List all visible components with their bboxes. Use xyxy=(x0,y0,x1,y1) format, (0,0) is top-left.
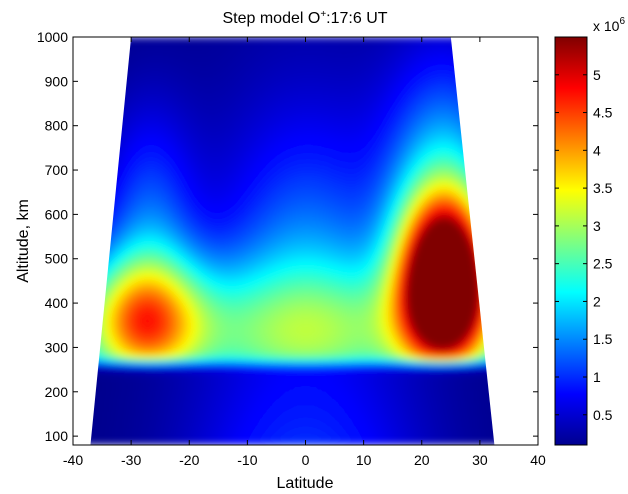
colorbar-tick-label: 0.5 xyxy=(593,407,613,423)
colorbar xyxy=(554,36,588,446)
colorbar-tick-label: 2 xyxy=(593,293,601,309)
x-tick-label: -40 xyxy=(63,452,83,468)
y-tick-label: 700 xyxy=(45,162,69,178)
y-tick-label: 200 xyxy=(45,384,69,400)
colorbar-tick-label: 1 xyxy=(593,369,601,385)
x-tick-label: 0 xyxy=(302,452,310,468)
y-tick-label: 400 xyxy=(45,295,69,311)
y-tick-label: 600 xyxy=(45,206,69,222)
heatmap-surface xyxy=(90,37,495,445)
colorbar-tick-label: 3 xyxy=(593,218,601,234)
x-tick-label: -10 xyxy=(237,452,257,468)
y-tick-label: 800 xyxy=(45,118,69,134)
colorbar-tick-label: 3.5 xyxy=(593,180,613,196)
y-tick-label: 1000 xyxy=(37,29,68,45)
x-tick-label: 30 xyxy=(472,452,488,468)
colorbar-tick-label: 4.5 xyxy=(593,105,613,121)
colorbar-tick-label: 2.5 xyxy=(593,256,613,272)
chart-title: Step model O+:17:6 UT xyxy=(222,9,387,27)
x-tick-label: -20 xyxy=(179,452,199,468)
colorbar-exponent: x 106 xyxy=(593,16,625,34)
colorbar-tick-label: 5 xyxy=(593,67,601,83)
x-tick-label: 10 xyxy=(356,452,372,468)
x-tick-label: 20 xyxy=(414,452,430,468)
y-tick-label: 100 xyxy=(45,428,69,444)
y-tick-label: 900 xyxy=(45,73,69,89)
colorbar-tick-label: 4 xyxy=(593,142,601,158)
x-tick-label: -30 xyxy=(121,452,141,468)
colorbar-ticks: 0.5 1 1.5 2 2.5 3 3.5 4 4.5 5 xyxy=(555,67,613,423)
y-axis: 100 200 300 400 500 600 700 800 900 1000 xyxy=(37,29,538,444)
y-tick-label: 500 xyxy=(45,251,69,267)
x-tick-label: 40 xyxy=(530,452,546,468)
colorbar-tick-label: 1.5 xyxy=(593,331,613,347)
y-axis-label: Altitude, km xyxy=(15,199,32,283)
x-axis: -40 -30 -20 -10 0 10 20 30 40 xyxy=(63,37,546,468)
y-tick-label: 300 xyxy=(45,339,69,355)
x-axis-label: Latitude xyxy=(277,475,334,492)
